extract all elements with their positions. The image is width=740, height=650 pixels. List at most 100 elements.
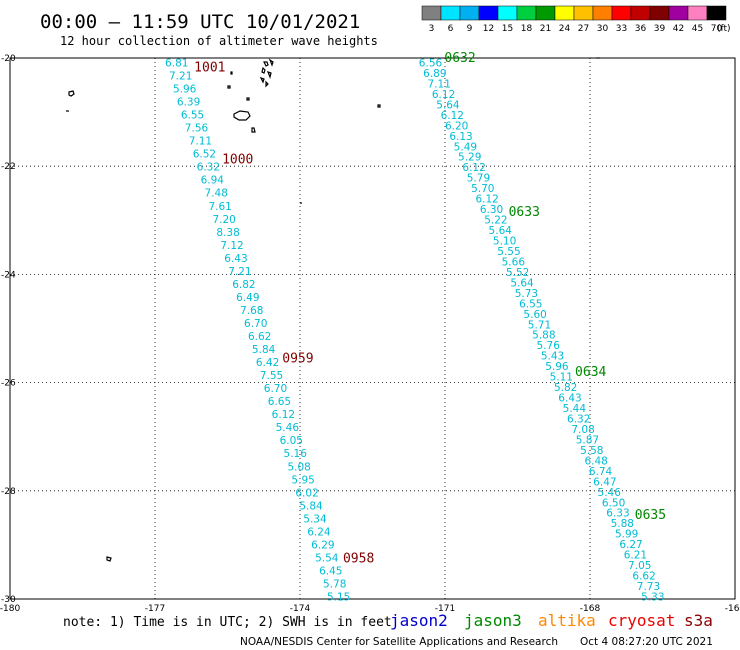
color-bar-label: 6 xyxy=(448,24,454,34)
footer-credit: NOAA/NESDIS Center for Satellite Applica… xyxy=(240,636,558,648)
time-label: 1001 xyxy=(194,61,225,76)
wave-height-point: 7.68 xyxy=(240,305,263,317)
track-cryosat: 6.817.215.966.396.557.567.116.526.326.94… xyxy=(165,58,374,604)
color-bar-swatch xyxy=(573,5,594,21)
y-tick-label: -26 xyxy=(1,379,16,389)
wave-height-point: 6.48 xyxy=(584,455,607,467)
color-bar-label: 70 xyxy=(711,24,723,34)
wave-height-point: 5.44 xyxy=(563,403,587,415)
wave-height-point: 6.56 xyxy=(419,58,443,70)
wave-height-point: 5.95 xyxy=(291,474,314,486)
wave-height-point: 7.08 xyxy=(571,424,594,436)
x-tick-label: -174 xyxy=(290,604,311,614)
wave-height-point: 5.08 xyxy=(287,461,310,473)
color-bar-label: 33 xyxy=(616,24,627,34)
x-tick-label: -171 xyxy=(435,604,455,614)
color-bar-label: 36 xyxy=(635,24,647,34)
wave-height-point: 6.74 xyxy=(589,466,613,478)
wave-height-point: 6.49 xyxy=(236,292,259,304)
color-bar-label: 42 xyxy=(673,24,684,34)
wave-height-point: 6.82 xyxy=(232,279,255,291)
satellite-tracks: 6.817.215.966.396.557.567.116.526.326.94… xyxy=(165,51,666,604)
time-label: 0958 xyxy=(343,551,374,566)
time-label: 0633 xyxy=(509,205,540,220)
time-label: 0959 xyxy=(282,351,313,366)
wave-height-point: 6.27 xyxy=(619,539,642,551)
wave-height-point: 5.84 xyxy=(299,500,323,512)
color-bar-swatch xyxy=(516,5,537,21)
color-bar-label: 9 xyxy=(467,24,473,34)
wave-height-point: 5.88 xyxy=(532,330,555,342)
color-bar-swatch xyxy=(668,5,689,21)
color-bar-label: 24 xyxy=(559,24,571,34)
wave-height-point: 5.46 xyxy=(276,422,300,434)
wave-height-point: 6.55 xyxy=(519,298,542,310)
wave-height-point: 7.12 xyxy=(220,240,243,252)
wave-height-point: 8.38 xyxy=(216,227,239,239)
wave-height-point: 6.52 xyxy=(193,149,216,161)
color-bar-swatch xyxy=(611,5,632,21)
wave-height-point: 5.60 xyxy=(523,309,546,321)
y-tick-label: -30 xyxy=(1,595,16,605)
wave-height-point: 5.82 xyxy=(554,382,577,394)
wave-height-point: 7.21 xyxy=(169,71,192,83)
wave-height-point: 6.70 xyxy=(244,318,267,330)
wave-height-point: 6.12 xyxy=(441,110,464,122)
wave-height-point: 5.54 xyxy=(315,552,339,564)
wave-height-point: 5.84 xyxy=(252,344,276,356)
color-bar-swatch xyxy=(706,5,727,21)
wave-height-point: 6.12 xyxy=(475,194,498,206)
wave-height-point: 5.71 xyxy=(528,319,551,331)
color-bar-label: 12 xyxy=(483,24,494,34)
y-tick-label: -22 xyxy=(1,162,16,172)
wave-height-point: 6.43 xyxy=(224,253,247,265)
wave-height-point: 5.79 xyxy=(467,173,490,185)
wave-height-point: 6.02 xyxy=(295,487,318,499)
wave-height-point: 6.12 xyxy=(432,89,455,101)
footer-timestamp: Oct 4 08:27:20 UTC 2021 xyxy=(580,636,713,648)
color-bar-label: 30 xyxy=(597,24,609,34)
wave-height-point: 6.05 xyxy=(280,435,303,447)
chart-title: 00:00 — 11:59 UTC 10/01/2021 xyxy=(40,11,360,33)
color-bar-label: 27 xyxy=(578,24,589,34)
wave-height-point: 6.13 xyxy=(449,131,472,143)
wave-height-point: 7.21 xyxy=(228,266,251,278)
x-tick-label: -165 xyxy=(725,604,740,614)
wave-height-point: 5.49 xyxy=(454,141,477,153)
time-label: 0635 xyxy=(635,508,666,523)
wave-height-point: 6.62 xyxy=(632,571,655,583)
color-bar-swatch xyxy=(592,5,613,21)
wave-height-point: 6.47 xyxy=(593,476,616,488)
y-tick-label: -24 xyxy=(1,270,16,280)
x-tick-label: -180 xyxy=(0,604,20,614)
wave-height-point: 7.05 xyxy=(628,560,651,572)
wave-height-point: 6.12 xyxy=(272,409,295,421)
wave-height-point: 5.46 xyxy=(598,487,622,499)
color-bar-label: 18 xyxy=(521,24,533,34)
color-bar-swatch xyxy=(535,5,556,21)
satellite-legend-jason3: jason3 xyxy=(464,611,522,630)
island-coastlines xyxy=(66,57,600,562)
color-bar-swatch xyxy=(459,5,480,21)
wave-height-point: 6.24 xyxy=(307,526,331,538)
y-tick-label: -28 xyxy=(1,487,16,497)
color-bar-swatch xyxy=(687,5,708,21)
color-bar-swatch xyxy=(649,5,670,21)
wave-height-point: 7.48 xyxy=(205,188,228,200)
wave-height-point: 5.16 xyxy=(284,448,308,460)
wave-height-point: 5.64 xyxy=(436,99,460,111)
wave-height-point: 7.11 xyxy=(189,136,212,148)
wave-height-point: 6.39 xyxy=(177,97,200,109)
chart-subtitle: 12 hour collection of altimeter wave hei… xyxy=(60,34,378,48)
wave-height-point: 7.11 xyxy=(428,78,451,90)
wave-height-point: 5.11 xyxy=(550,372,573,384)
wave-height-point: 6.94 xyxy=(201,175,225,187)
wave-height-point: 5.76 xyxy=(537,340,561,352)
footer-note: note: 1) Time is in UTC; 2) SWH is in fe… xyxy=(63,615,392,630)
color-bar-swatch xyxy=(421,5,442,21)
plot-grid xyxy=(10,58,735,599)
wave-height-point: 5.64 xyxy=(489,225,513,237)
color-bar-swatch xyxy=(630,5,651,21)
wave-height-point: 5.87 xyxy=(576,434,599,446)
time-label: 0632 xyxy=(444,51,475,66)
